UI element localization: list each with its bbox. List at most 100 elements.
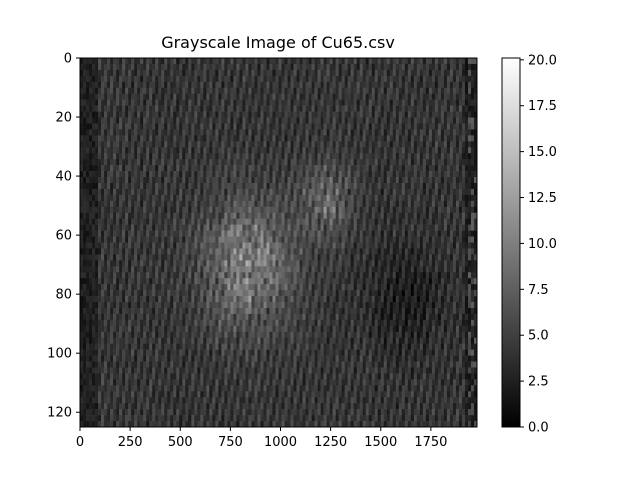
heatmap-cell [155, 63, 159, 71]
heatmap-cell [272, 171, 276, 178]
heatmap-cell [185, 212, 189, 219]
heatmap-cell [401, 81, 406, 89]
heatmap-cell [320, 212, 324, 219]
heatmap-cell [239, 236, 243, 243]
heatmap-cell [362, 278, 367, 285]
heatmap-cell [164, 141, 168, 148]
heatmap-cell [245, 123, 249, 130]
heatmap-cell [143, 224, 147, 231]
heatmap-cell [86, 224, 90, 231]
heatmap-cell [125, 159, 129, 166]
heatmap-cell [128, 165, 132, 172]
heatmap-cell [407, 206, 412, 214]
heatmap-cell [191, 147, 195, 154]
heatmap-cell [449, 129, 454, 136]
heatmap-cell [158, 248, 162, 255]
heatmap-cell [416, 141, 421, 148]
heatmap-cell [194, 218, 198, 225]
heatmap-cell [446, 99, 451, 106]
heatmap-cell [197, 159, 201, 166]
heatmap-cell [128, 224, 132, 231]
heatmap-cell [140, 123, 144, 130]
heatmap-cell [368, 147, 373, 154]
heatmap-cell [155, 260, 159, 267]
heatmap-cell [392, 212, 397, 219]
heatmap-cell [281, 153, 285, 160]
heatmap-cell [170, 230, 174, 237]
heatmap-cell [449, 272, 454, 279]
heatmap-cell [305, 218, 309, 225]
heatmap-cell [308, 105, 312, 112]
heatmap-cell [191, 123, 195, 130]
heatmap-cell [209, 87, 213, 95]
heatmap-cell [317, 153, 321, 160]
heatmap-cell [281, 206, 285, 214]
heatmap-cell [137, 171, 141, 178]
heatmap-cell [215, 182, 219, 190]
heatmap-cell [365, 111, 370, 118]
heatmap-cell [371, 212, 376, 219]
heatmap-cell [413, 206, 418, 214]
heatmap-cell [134, 171, 138, 178]
heatmap-cell [299, 141, 303, 148]
heatmap-cell [314, 278, 318, 285]
heatmap-cell [86, 123, 90, 130]
heatmap-cell [119, 272, 123, 279]
heatmap-cell [287, 117, 291, 124]
heatmap-cell [323, 177, 327, 184]
heatmap-cell [98, 141, 102, 148]
heatmap-cell [347, 194, 351, 202]
heatmap-cell [131, 206, 135, 214]
heatmap-cell [86, 177, 90, 184]
heatmap-cell [251, 224, 255, 231]
heatmap-cell [101, 266, 105, 273]
heatmap-cell [248, 153, 252, 160]
heatmap-cell [119, 58, 123, 65]
heatmap-cell [272, 63, 276, 71]
heatmap-cell [443, 206, 448, 214]
heatmap-cell [194, 81, 198, 89]
heatmap-cell [167, 260, 171, 267]
heatmap-cell [359, 141, 364, 148]
heatmap-cell [362, 159, 367, 166]
heatmap-cell [371, 75, 376, 83]
heatmap-cell [470, 224, 475, 231]
heatmap-cell [332, 242, 336, 249]
heatmap-cell [140, 177, 144, 184]
heatmap-cell [431, 141, 436, 148]
heatmap-cell [380, 93, 385, 100]
heatmap-cell [251, 81, 255, 89]
heatmap-cell [386, 135, 391, 142]
heatmap-cell [425, 123, 430, 130]
heatmap-cell [269, 69, 273, 77]
heatmap-cell [203, 248, 207, 255]
heatmap-cell [179, 141, 183, 148]
heatmap-cell [230, 278, 234, 285]
heatmap-cell [170, 63, 174, 71]
heatmap-cell [173, 99, 177, 106]
heatmap-cell [206, 147, 210, 154]
heatmap-cell [374, 129, 379, 136]
heatmap-cell [143, 153, 147, 160]
heatmap-cell [329, 141, 333, 148]
heatmap-cell [332, 182, 336, 190]
heatmap-cell [221, 272, 225, 279]
heatmap-cell [275, 248, 279, 255]
heatmap-cell [359, 75, 364, 83]
heatmap-cell [383, 266, 388, 273]
heatmap-cell [473, 194, 478, 202]
heatmap-cell [323, 147, 327, 154]
heatmap-cell [113, 212, 117, 219]
heatmap-cell [224, 99, 228, 106]
heatmap-cell [341, 242, 345, 249]
heatmap-cell [284, 99, 288, 106]
heatmap-cell [227, 242, 231, 249]
heatmap-cell [410, 212, 415, 219]
heatmap-cell [116, 230, 120, 237]
heatmap-cell [107, 212, 111, 219]
heatmap-cell [386, 212, 391, 219]
heatmap-cell [134, 212, 138, 219]
heatmap-cell [206, 141, 210, 148]
heatmap-cell [230, 123, 234, 130]
heatmap-cell [335, 81, 339, 89]
